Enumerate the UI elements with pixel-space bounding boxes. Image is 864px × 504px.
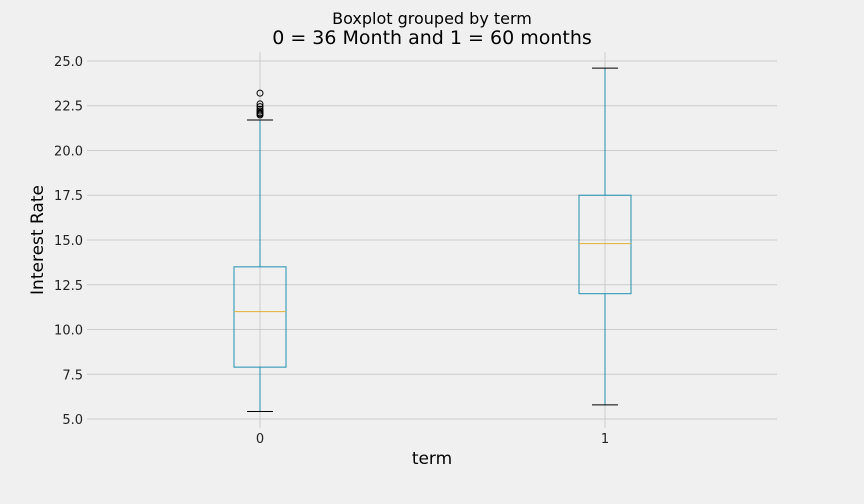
box-group: [233, 89, 287, 413]
y-tick-label: 15.0: [54, 234, 83, 249]
y-tick-label: 22.5: [54, 100, 83, 115]
y-tick-labels: 5.0 7.5 10.0 12.5 15.0 17.5 20.0 22.5 25.0: [54, 55, 83, 428]
grid-layer: [87, 52, 777, 428]
chart-suptitle: Boxplot grouped by term: [332, 9, 532, 28]
y-tick-label: 10.0: [54, 324, 83, 339]
box-group: [578, 67, 632, 406]
outlier-point: [256, 103, 264, 111]
x-tick-label: 1: [601, 432, 609, 447]
outlier-point: [256, 100, 264, 108]
y-tick-label: 17.5: [54, 189, 83, 204]
x-axis-label: term: [412, 449, 452, 469]
y-axis-label: Interest Rate: [28, 185, 48, 295]
y-tick-label: 5.0: [62, 413, 83, 428]
iqr-box: [233, 266, 287, 368]
outlier-point: [256, 89, 264, 97]
boxes-layer: [233, 67, 632, 413]
chart-title: 0 = 36 Month and 1 = 60 months: [272, 27, 592, 49]
y-tick-label: 20.0: [54, 144, 83, 159]
outlier-point: [256, 105, 264, 113]
iqr-box: [578, 194, 632, 295]
y-tick-label: 12.5: [54, 279, 83, 294]
y-tick-label: 7.5: [62, 368, 83, 383]
x-tick-label: 0: [256, 432, 264, 447]
y-tick-label: 25.0: [54, 55, 83, 70]
